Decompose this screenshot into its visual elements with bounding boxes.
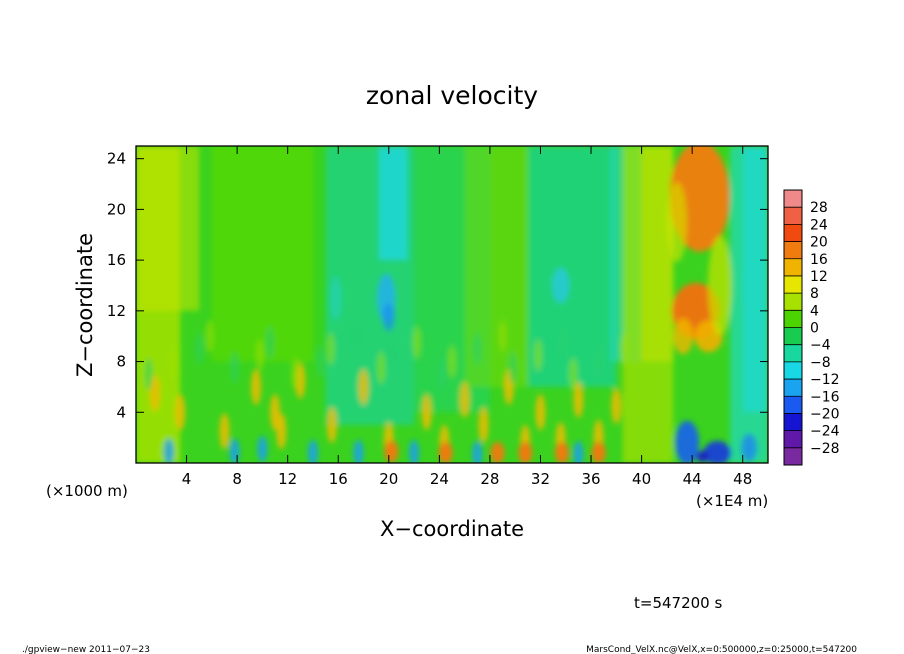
x-tick-label: 28 bbox=[480, 470, 499, 488]
colorbar-label: −8 bbox=[810, 355, 831, 371]
plot-frame bbox=[135, 145, 769, 464]
colorbar-label: −4 bbox=[810, 338, 831, 354]
x-tick-label: 32 bbox=[531, 470, 550, 488]
x-unit-left-label: (×1000 m) bbox=[46, 482, 128, 500]
colorbar-swatch bbox=[784, 327, 802, 346]
colorbar-label: 4 bbox=[810, 303, 819, 319]
x-unit-right-label: (×1E4 m) bbox=[696, 492, 768, 510]
colorbar-swatch bbox=[784, 190, 802, 208]
x-tick-label: 12 bbox=[278, 470, 297, 488]
x-tick-label: 40 bbox=[632, 470, 651, 488]
y-tick-label: 20 bbox=[107, 200, 126, 218]
y-tick-label: 24 bbox=[107, 150, 126, 168]
y-tick-label: 8 bbox=[116, 353, 126, 371]
colorbar-swatch bbox=[784, 430, 802, 449]
colorbar-swatch bbox=[784, 293, 802, 311]
x-tick-label: 48 bbox=[733, 470, 752, 488]
x-tick-label: 16 bbox=[329, 470, 348, 488]
colorbar-swatch bbox=[784, 344, 802, 363]
colorbar-label: 8 bbox=[810, 286, 819, 302]
x-axis-ticks: 4 8 12 16 20 24 28 32 36 40 44 48 bbox=[182, 146, 752, 488]
y-axis-ticks: 4 8 12 16 20 24 bbox=[107, 150, 768, 421]
colorbar-label: 16 bbox=[810, 252, 828, 268]
time-annotation: t=547200 s bbox=[634, 594, 722, 612]
colorbar-swatch bbox=[784, 224, 802, 242]
colorbar-label: −16 bbox=[810, 389, 840, 405]
colorbar-swatch bbox=[784, 207, 802, 225]
footer-right: MarsCond_VelX.nc@VelX,x=0:500000,z=0:250… bbox=[586, 645, 857, 654]
y-tick-label: 16 bbox=[107, 251, 126, 269]
colorbar-label: 0 bbox=[810, 321, 819, 337]
colorbar-label: 28 bbox=[810, 200, 828, 216]
y-tick-label: 12 bbox=[107, 302, 126, 320]
colorbar-swatch bbox=[784, 310, 802, 328]
y-axis-label: Z−coordinate bbox=[73, 233, 97, 377]
heatmap-field bbox=[136, 146, 768, 463]
x-tick-label: 36 bbox=[581, 470, 600, 488]
y-tick-label: 4 bbox=[116, 403, 126, 421]
colorbar-swatch bbox=[784, 396, 802, 414]
footer-left: ./gpview−new 2011−07−23 bbox=[22, 645, 150, 654]
colorbar-swatch bbox=[784, 379, 802, 397]
x-tick-label: 24 bbox=[430, 470, 449, 488]
colorbar-label: −20 bbox=[810, 406, 840, 422]
chart-title: zonal velocity bbox=[366, 81, 538, 110]
colorbar-swatch bbox=[784, 413, 802, 432]
colorbar-swatch bbox=[784, 241, 802, 260]
x-axis-label: X−coordinate bbox=[380, 517, 524, 541]
colorbar-label: 24 bbox=[810, 217, 828, 233]
x-tick-label: 44 bbox=[683, 470, 702, 488]
colorbar-label: −24 bbox=[810, 424, 840, 440]
colorbar-swatch bbox=[784, 258, 802, 277]
x-tick-label: 8 bbox=[232, 470, 242, 488]
colorbar-label: −28 bbox=[810, 441, 840, 457]
colorbar-swatch bbox=[784, 275, 802, 294]
colorbar-swatch bbox=[784, 447, 802, 466]
colorbar-label: 20 bbox=[810, 235, 828, 251]
colorbar-swatch bbox=[784, 361, 802, 380]
colorbar-label: 12 bbox=[810, 269, 828, 285]
x-tick-label: 20 bbox=[379, 470, 398, 488]
x-tick-label: 4 bbox=[182, 470, 192, 488]
colorbar-label: −12 bbox=[810, 372, 840, 388]
